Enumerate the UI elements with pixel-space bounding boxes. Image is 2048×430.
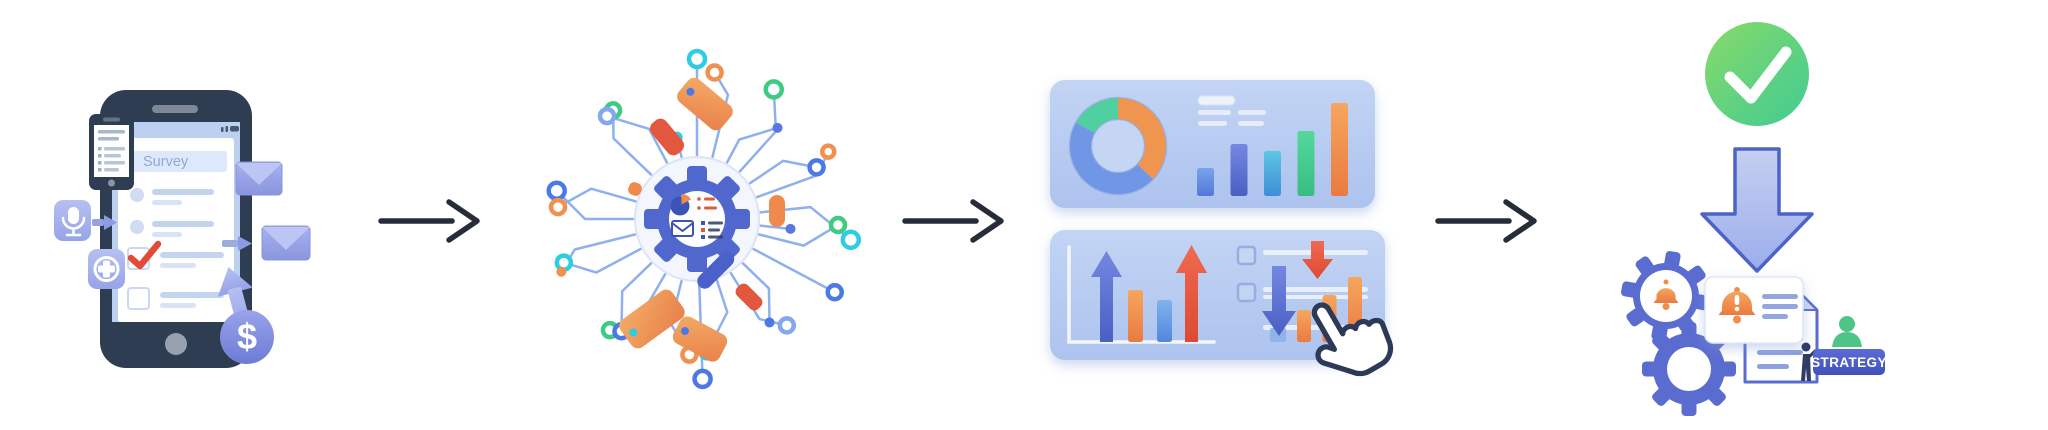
person-icon xyxy=(1832,316,1862,347)
code-scribble-icon xyxy=(697,197,717,210)
survey-title: Survey xyxy=(143,154,189,170)
microphone-icon xyxy=(54,200,91,241)
empty-checkbox xyxy=(127,287,150,310)
trend-down-arrow-blue xyxy=(1262,266,1296,336)
mini-phone-icon xyxy=(89,114,134,190)
envelope-icon-2 xyxy=(261,225,311,261)
gear-icon xyxy=(644,166,750,272)
medical-plus-icon xyxy=(88,249,125,289)
trend-up-arrow-red xyxy=(1176,245,1207,342)
donut-chart xyxy=(1070,98,1166,194)
checkbox-option-1 xyxy=(1236,245,1257,266)
survey-card: Survey xyxy=(118,138,234,322)
stage-analytics xyxy=(1050,80,1394,377)
envelope-mini-icon xyxy=(671,220,694,237)
survey-header-band xyxy=(125,151,227,172)
hub-inner-icons xyxy=(670,193,723,239)
mini-bar-chart-left xyxy=(1128,290,1172,342)
survey-row-2 xyxy=(130,220,214,237)
checklist-icon xyxy=(701,221,723,239)
cursor-hand-icon xyxy=(1311,302,1394,377)
alert-bell-icon xyxy=(1718,287,1756,324)
dashboard-text-lines xyxy=(1197,95,1266,126)
stage-data-collection: Survey xyxy=(54,90,311,368)
dashboard-card-bottom xyxy=(1050,230,1394,377)
checkbox-option-2 xyxy=(1236,282,1257,303)
stage-data-processing xyxy=(546,48,862,390)
left-flow-arrow-accent xyxy=(92,215,117,230)
bar-chart xyxy=(1197,103,1348,196)
gear-ring-icon xyxy=(1642,322,1736,416)
survey-row-unchecked xyxy=(127,287,224,310)
alert-document xyxy=(1704,276,1804,344)
status-bar-icons xyxy=(221,126,239,132)
trend-down-arrow-red xyxy=(1302,241,1333,279)
flow-arrow-2 xyxy=(902,199,1004,243)
phone-speaker xyxy=(152,105,198,113)
donut-hole xyxy=(1092,120,1144,172)
dashboard-card-top xyxy=(1050,80,1375,208)
magnifier-handle-icon xyxy=(697,251,735,289)
stage-strategy: STRATEGY xyxy=(1621,22,1887,416)
pie-chart-icon xyxy=(670,193,691,216)
red-checkmark-icon xyxy=(127,240,162,270)
survey-row-checked xyxy=(127,240,224,270)
strategy-badge: STRATEGY xyxy=(1811,349,1887,375)
strategy-label: STRATEGY xyxy=(1811,355,1887,370)
dollar-glyph: $ xyxy=(237,316,257,357)
bell-icon xyxy=(1653,279,1679,310)
flow-arrow-1 xyxy=(378,199,480,243)
survey-row-1 xyxy=(130,188,214,205)
right-flow-arrow-accent xyxy=(222,236,252,251)
smartphone-icon: Survey xyxy=(100,90,252,368)
check-circle-icon xyxy=(1705,22,1809,126)
home-button xyxy=(165,333,187,355)
envelope-icon xyxy=(235,161,283,196)
dollar-coin-icon: $ xyxy=(220,310,274,364)
trend-up-arrow-blue xyxy=(1091,251,1122,342)
price-tags xyxy=(619,77,785,362)
down-arrow-icon xyxy=(1700,147,1814,273)
flow-arrow-3 xyxy=(1435,199,1537,243)
